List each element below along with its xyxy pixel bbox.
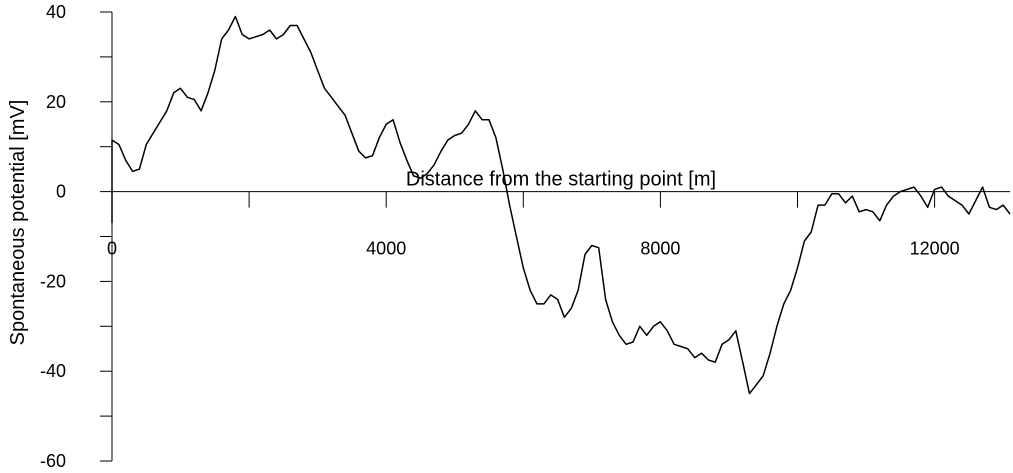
axes xyxy=(111,12,1010,461)
series-line xyxy=(111,15,1011,395)
x-axis-title: Distance from the starting point [m] xyxy=(406,169,716,191)
y-axis-title: Spontaneous potential [mV] xyxy=(7,100,29,346)
x-ticks: 0 4000 8000 12000 xyxy=(107,191,960,259)
y-tick-label: -20 xyxy=(40,271,66,291)
y-ticks: -60 -40 -20 0 20 40 xyxy=(40,2,112,471)
x-tick-label: 12000 xyxy=(910,239,960,259)
x-tick-label: 8000 xyxy=(640,239,680,259)
y-tick-label: 20 xyxy=(46,92,66,112)
y-tick-label: -60 xyxy=(40,451,66,471)
y-tick-label: -40 xyxy=(40,361,66,381)
x-tick-label: 0 xyxy=(107,239,117,259)
y-tick-label: 40 xyxy=(46,2,66,22)
y-tick-label: 0 xyxy=(56,182,66,202)
x-tick-label: 4000 xyxy=(366,239,406,259)
